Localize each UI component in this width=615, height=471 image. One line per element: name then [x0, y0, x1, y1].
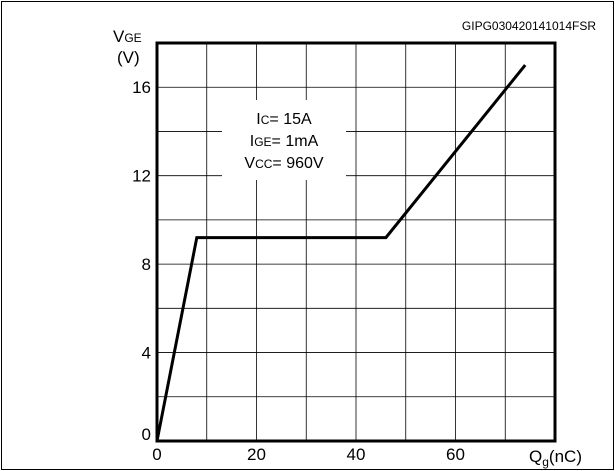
x-tick-label: 60	[446, 445, 465, 464]
x-tick-label: 40	[347, 445, 366, 464]
condition-vcc: VCC= 960V	[244, 155, 324, 172]
y-tick-label: 4	[142, 344, 151, 363]
y-tick-labels: 0 4 8 12 16	[132, 78, 151, 444]
x-axis-label-sub: g	[542, 455, 549, 469]
x-axis-label-main: Q	[529, 447, 542, 466]
y-tick-label: 0	[142, 425, 151, 444]
plot-frame	[155, 41, 557, 443]
y-tick-label: 8	[142, 255, 151, 274]
x-tick-labels: 0 20 40 60	[152, 445, 465, 464]
series-line-vge	[155, 64, 527, 442]
conditions-box: IC= 15A IGE= 1mA VCC= 960V	[222, 100, 346, 180]
x-axis-label-unit: (nC)	[549, 447, 582, 466]
x-tick-label: 20	[247, 445, 266, 464]
conditions-background	[222, 100, 346, 180]
condition-ic: IC= 15A	[256, 111, 312, 128]
y-tick-label: 12	[132, 167, 151, 186]
y-axis-label-main: V	[113, 27, 125, 46]
x-tick-label: 0	[152, 445, 161, 464]
y-tick-label: 16	[132, 78, 151, 97]
y-axis-unit: (V)	[117, 48, 140, 67]
y-axis-label-sub: GE	[124, 31, 141, 45]
condition-ige: IGE= 1mA	[250, 133, 319, 150]
x-axis-label: Qg(nC)	[529, 447, 582, 469]
y-axis-label: VGE	[113, 27, 142, 46]
reference-code: GIPG030420141014FSR	[462, 19, 596, 33]
